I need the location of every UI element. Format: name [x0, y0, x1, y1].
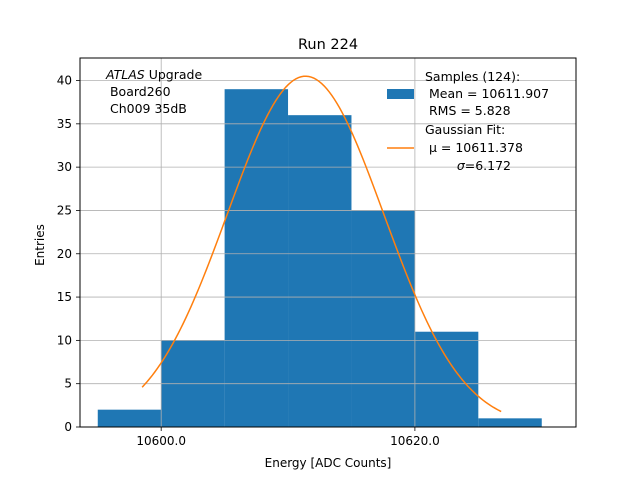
- y-tick-label-4: 20: [57, 247, 72, 261]
- y-tick-label-6: 30: [57, 160, 72, 174]
- x-axis-label: Energy [ADC Counts]: [265, 456, 392, 470]
- x-tick-label-1: 10620.0: [390, 434, 440, 448]
- legend-hist-swatch: [387, 89, 414, 99]
- legend-hist-line1: Samples (124):: [425, 69, 520, 84]
- axes-frame: [79, 57, 577, 428]
- x-tick-label-0: 10600.0: [136, 434, 186, 448]
- annotation-line1: ATLAS Upgrade: [105, 67, 202, 82]
- histogram-bar-2: [224, 89, 289, 427]
- y-axis-ticks: 0 5 10 15 20 25 30 35 40: [57, 74, 80, 434]
- histogram-bar-6: [478, 418, 542, 427]
- histogram-bar-3: [288, 115, 352, 428]
- y-tick-label-5: 25: [57, 203, 72, 217]
- y-tick-label-7: 35: [57, 117, 72, 131]
- y-axis-label: Entries: [33, 224, 47, 266]
- y-tick-label-1: 5: [64, 377, 72, 391]
- histogram-bar-4: [351, 210, 415, 427]
- legend-hist-line2: Mean = 10611.907: [425, 86, 549, 101]
- legend-hist-line3: RMS = 5.828: [425, 103, 511, 118]
- y-tick-label-8: 40: [57, 74, 72, 88]
- histogram-bar-0: [97, 409, 162, 427]
- histogram-bar-5: [414, 331, 479, 427]
- legend-fit-line1: Gaussian Fit:: [425, 122, 505, 137]
- y-tick-label-0: 0: [64, 420, 72, 434]
- x-axis-ticks: 10600.0 10620.0: [136, 427, 440, 448]
- annotation-upgrade: Upgrade: [145, 67, 203, 82]
- y-tick-label-2: 10: [57, 333, 72, 347]
- gaussian-fit-curve: [141, 75, 502, 413]
- legend-fit-line3: σ=6.172: [425, 158, 531, 173]
- legend: Samples (124): Mean = 10611.907 RMS = 5.…: [387, 69, 549, 173]
- atlas-annotation: ATLAS Upgrade Board260 Ch009 35dB: [105, 67, 202, 116]
- legend-sigma-value: =6.172: [465, 158, 511, 173]
- annotation-board: Board260: [106, 84, 171, 99]
- legend-fit-line2: μ = 10611.378: [425, 140, 523, 155]
- legend-sigma-symbol: σ: [457, 158, 466, 173]
- annotation-channel: Ch009 35dB: [106, 101, 187, 116]
- y-tick-label-3: 15: [57, 290, 72, 304]
- chart-title: Run 224: [298, 37, 358, 53]
- annotation-atlas: ATLAS: [105, 67, 145, 82]
